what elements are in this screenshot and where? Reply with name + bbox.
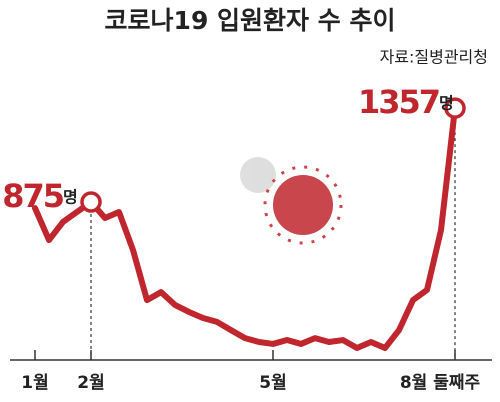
value-unit: 명 xyxy=(439,94,454,113)
x-tick-label: 2월 xyxy=(77,373,104,393)
x-tick-label: 1월 xyxy=(21,373,48,393)
value-label: 875 xyxy=(2,177,64,215)
x-tick-label: 5월 xyxy=(259,373,286,393)
x-tick-label: 8월 둘째주 xyxy=(400,373,481,393)
value-unit: 명 xyxy=(63,188,78,207)
source: 자료:질병관리청 xyxy=(380,48,488,67)
data-line xyxy=(32,105,458,352)
point-marker xyxy=(80,191,102,213)
point-marker xyxy=(444,97,466,119)
chart-title: 코로나19 입원환자 수 추이 xyxy=(105,6,396,35)
value-label: 1357 xyxy=(358,83,439,121)
virus-illustration xyxy=(240,157,343,245)
